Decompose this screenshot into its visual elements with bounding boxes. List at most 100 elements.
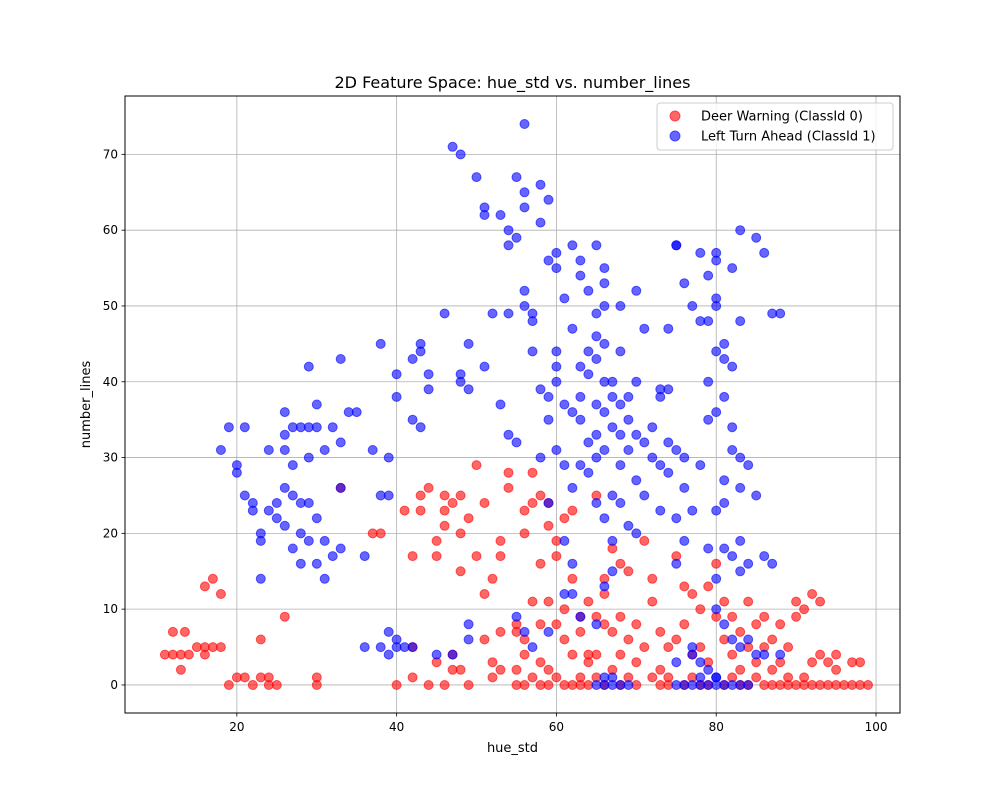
data-point: [551, 551, 562, 562]
data-point: [719, 391, 730, 402]
data-point: [615, 429, 626, 440]
series-1: [215, 119, 786, 683]
data-point: [599, 581, 610, 592]
data-point: [567, 505, 578, 516]
data-point: [727, 551, 738, 562]
data-point: [439, 680, 450, 690]
data-point: [423, 482, 434, 493]
data-point: [575, 361, 586, 372]
data-point: [463, 634, 474, 645]
data-point: [671, 445, 682, 455]
legend-label-left-turn-ahead: Left Turn Ahead (ClassId 1): [701, 130, 876, 145]
y-tick-label: 20: [103, 526, 118, 540]
data-point: [383, 626, 394, 637]
data-point: [615, 558, 626, 569]
data-point: [607, 391, 618, 402]
legend-marker-deer-warning: [669, 110, 681, 122]
data-point: [687, 649, 698, 660]
data-point: [647, 596, 658, 607]
data-point: [591, 429, 602, 440]
data-point: [263, 505, 274, 516]
plot-frame: [124, 95, 901, 714]
data-point: [175, 664, 186, 675]
data-point: [439, 490, 450, 501]
y-tick-label: 50: [103, 299, 118, 313]
data-point: [631, 376, 642, 387]
data-point: [359, 551, 370, 562]
data-point: [655, 664, 666, 675]
data-point: [503, 308, 514, 319]
data-point: [807, 657, 818, 668]
data-point: [519, 505, 530, 516]
data-point: [279, 611, 290, 622]
data-point: [591, 498, 602, 508]
data-point: [511, 437, 522, 448]
data-point: [495, 551, 506, 562]
data-point: [575, 391, 586, 402]
data-point: [319, 445, 330, 455]
data-point: [407, 642, 418, 653]
data-point: [239, 672, 250, 683]
data-point: [543, 596, 554, 607]
data-point: [679, 278, 690, 289]
data-point: [479, 498, 490, 508]
data-point: [727, 422, 738, 433]
data-point: [583, 285, 594, 296]
data-point: [535, 179, 546, 190]
data-point: [535, 217, 546, 228]
data-point: [391, 391, 402, 402]
data-point: [567, 649, 578, 660]
x-tick-label: 20: [229, 720, 244, 734]
data-point: [703, 376, 714, 387]
data-point: [543, 391, 554, 402]
data-point: [255, 528, 266, 539]
data-point: [303, 535, 314, 546]
data-point: [727, 445, 738, 455]
data-point: [575, 414, 586, 425]
data-point: [415, 346, 426, 357]
data-point: [615, 346, 626, 357]
data-point: [607, 376, 618, 387]
data-point: [303, 498, 314, 508]
data-point: [247, 680, 258, 690]
data-point: [711, 604, 722, 615]
data-point: [735, 566, 746, 577]
data-point: [591, 649, 602, 660]
data-point: [407, 551, 418, 562]
data-point: [471, 460, 482, 471]
data-point: [319, 535, 330, 546]
data-point: [375, 642, 386, 653]
data-point: [623, 414, 634, 425]
data-point: [431, 535, 442, 546]
data-point: [439, 520, 450, 531]
data-point: [495, 399, 506, 410]
data-point: [639, 323, 650, 334]
data-point: [815, 649, 826, 660]
data-point: [639, 642, 650, 653]
data-point: [631, 528, 642, 539]
y-tick-label: 10: [103, 602, 118, 616]
data-point: [279, 520, 290, 531]
data-point: [503, 467, 514, 478]
data-point: [463, 680, 474, 690]
data-point: [559, 634, 570, 645]
data-point: [583, 369, 594, 380]
axis-ticks: 20 40 60 80 100 0 10 20 30 40 50 60 70: [103, 147, 888, 734]
data-point: [599, 445, 610, 455]
data-point: [551, 619, 562, 630]
data-point: [639, 535, 650, 546]
data-point: [431, 551, 442, 562]
data-point: [271, 680, 282, 690]
data-point: [359, 642, 370, 653]
data-point: [239, 490, 250, 501]
data-point: [615, 301, 626, 311]
data-point: [519, 119, 530, 129]
data-point: [391, 369, 402, 380]
data-point: [527, 596, 538, 607]
data-point: [623, 566, 634, 577]
data-point: [671, 657, 682, 668]
data-point: [279, 482, 290, 493]
data-point: [711, 346, 722, 357]
data-point: [679, 619, 690, 630]
